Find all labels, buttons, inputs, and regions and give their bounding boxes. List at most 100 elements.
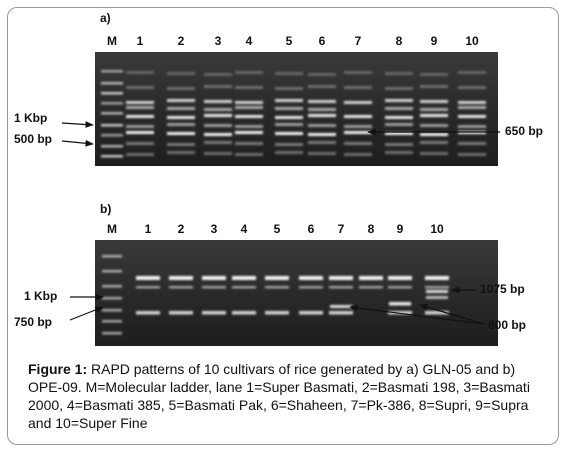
lane-label: 7 xyxy=(355,34,362,48)
size-label: 1 Kbp xyxy=(14,111,47,125)
gel-band xyxy=(232,286,256,289)
gel-band xyxy=(167,107,195,110)
gel-band xyxy=(204,85,232,88)
gel-band xyxy=(420,100,448,103)
gel-band xyxy=(167,143,195,146)
lane-label: 6 xyxy=(319,34,326,48)
gel-band xyxy=(344,71,372,74)
gel-band xyxy=(458,86,486,89)
gel-band xyxy=(344,86,372,89)
arrow xyxy=(69,306,104,321)
gel-band xyxy=(167,132,195,135)
gel-band xyxy=(167,72,195,75)
lane-label: 4 xyxy=(241,222,248,236)
gel-band xyxy=(204,133,232,136)
gel-band xyxy=(126,106,154,109)
gel-band xyxy=(359,276,383,280)
gel-band xyxy=(385,123,413,126)
lane-label: 2 xyxy=(178,222,185,236)
gel-band xyxy=(385,99,413,102)
gel-band xyxy=(102,270,122,273)
gel-band xyxy=(330,305,352,308)
gel-band xyxy=(126,115,154,118)
gel-band xyxy=(101,155,123,158)
gel-band xyxy=(458,125,486,128)
gel-band xyxy=(420,141,448,144)
gel-band xyxy=(204,108,232,111)
gel-band xyxy=(204,114,232,117)
lane-label: 3 xyxy=(215,34,222,48)
gel-band xyxy=(385,72,413,75)
gel-band xyxy=(232,311,256,315)
lane-label: 5 xyxy=(286,34,293,48)
caption-text: RAPD patterns of 10 cultivars of rice ge… xyxy=(28,361,530,431)
gel-band xyxy=(204,73,232,76)
gel-band xyxy=(167,99,195,102)
figure-frame xyxy=(7,7,559,445)
gel-band xyxy=(344,115,372,118)
lane-label: M xyxy=(107,222,117,236)
gel-band xyxy=(275,123,303,126)
gel-band xyxy=(385,116,413,119)
gel-band xyxy=(308,152,336,155)
gel-band xyxy=(458,71,486,74)
gel-band xyxy=(299,311,323,315)
gel-band xyxy=(136,311,160,315)
gel-band xyxy=(136,286,160,289)
lane-label: M xyxy=(107,34,117,48)
gel-band xyxy=(344,125,372,128)
gel-band xyxy=(308,100,336,103)
gel-band xyxy=(204,124,232,127)
gel-band xyxy=(359,286,383,289)
gel-band xyxy=(102,320,122,323)
gel-band xyxy=(425,276,449,280)
gel-band xyxy=(126,142,154,145)
gel-band xyxy=(308,85,336,88)
gel-band xyxy=(308,124,336,127)
gel-band xyxy=(275,72,303,75)
gel-band xyxy=(235,142,263,145)
gel-band xyxy=(420,73,448,76)
gel-band xyxy=(167,123,195,126)
gel-band xyxy=(388,276,412,280)
size-label: 800 bp xyxy=(488,318,526,332)
gel-band xyxy=(426,290,448,293)
arrow xyxy=(61,121,94,128)
gel-band xyxy=(265,286,289,289)
gel-band xyxy=(308,108,336,111)
gel-band xyxy=(126,131,154,134)
gel-band xyxy=(265,311,289,315)
gel-band xyxy=(169,276,193,280)
gel-band xyxy=(420,124,448,127)
gel-band xyxy=(102,285,122,288)
size-label: 1 Kbp xyxy=(24,289,57,303)
lane-label: 5 xyxy=(274,222,281,236)
gel-band xyxy=(458,153,486,156)
arrow xyxy=(61,139,94,147)
gel-band xyxy=(425,286,449,289)
gel-band xyxy=(420,85,448,88)
gel-band xyxy=(329,286,353,289)
gel-band xyxy=(308,73,336,76)
gel-band xyxy=(275,132,303,135)
gel-band xyxy=(204,141,232,144)
gel-band xyxy=(344,101,372,104)
gel-band xyxy=(101,70,123,73)
gel-band xyxy=(101,145,123,148)
size-label: 500 bp xyxy=(14,132,52,146)
lane-label: 1 xyxy=(137,34,144,48)
size-label: 1075 bp xyxy=(480,282,525,296)
gel-band xyxy=(458,115,486,118)
gel-band xyxy=(235,125,263,128)
gel-band xyxy=(385,151,413,154)
panel-label: b) xyxy=(100,202,111,216)
gel-band xyxy=(204,100,232,103)
gel-band xyxy=(167,116,195,119)
gel-band xyxy=(126,101,154,104)
gel-band xyxy=(235,115,263,118)
gel-band xyxy=(275,151,303,154)
gel-band xyxy=(385,87,413,90)
gel-band xyxy=(235,153,263,156)
